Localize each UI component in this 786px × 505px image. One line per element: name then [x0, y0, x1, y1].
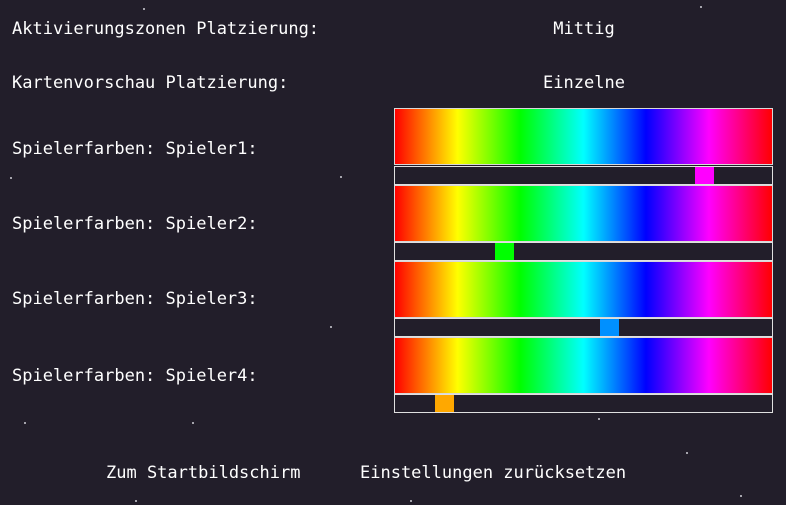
- background-star: [686, 452, 688, 454]
- background-star: [598, 418, 600, 420]
- back-to-start-button[interactable]: Zum Startbildschirm: [106, 463, 301, 483]
- player1-color-spectrum[interactable]: [394, 108, 773, 165]
- background-star: [700, 6, 702, 8]
- player1-color-label: Spielerfarben: Spieler1:: [12, 139, 258, 159]
- player3-color-spectrum[interactable]: [394, 261, 773, 318]
- player4-color-label: Spielerfarben: Spieler4:: [12, 366, 258, 386]
- map-preview-value[interactable]: Einzelne: [543, 73, 625, 93]
- player2-color-spectrum[interactable]: [394, 185, 773, 242]
- player1-color-handle[interactable]: [695, 167, 714, 184]
- player3-color-handle[interactable]: [600, 319, 619, 336]
- background-star: [24, 422, 26, 424]
- background-star: [330, 326, 332, 328]
- background-star: [192, 422, 194, 424]
- activation-zone-value[interactable]: Mittig: [553, 19, 615, 39]
- player4-color-slider[interactable]: [394, 394, 773, 413]
- activation-zone-label: Aktivierungszonen Platzierung:: [12, 19, 320, 39]
- map-preview-label: Kartenvorschau Platzierung:: [12, 73, 289, 93]
- reset-settings-button[interactable]: Einstellungen zurücksetzen: [360, 463, 627, 483]
- player2-color-slider[interactable]: [394, 242, 773, 261]
- background-star: [143, 8, 145, 10]
- player3-color-label: Spielerfarben: Spieler3:: [12, 289, 258, 309]
- player2-color-handle[interactable]: [495, 243, 514, 260]
- background-star: [10, 177, 12, 179]
- player2-color-label: Spielerfarben: Spieler2:: [12, 214, 258, 234]
- background-star: [410, 500, 412, 502]
- player1-color-slider[interactable]: [394, 166, 773, 185]
- player4-color-handle[interactable]: [435, 395, 454, 412]
- background-star: [740, 495, 742, 497]
- background-star: [135, 500, 137, 502]
- background-star: [340, 176, 342, 178]
- player3-color-slider[interactable]: [394, 318, 773, 337]
- player4-color-spectrum[interactable]: [394, 337, 773, 394]
